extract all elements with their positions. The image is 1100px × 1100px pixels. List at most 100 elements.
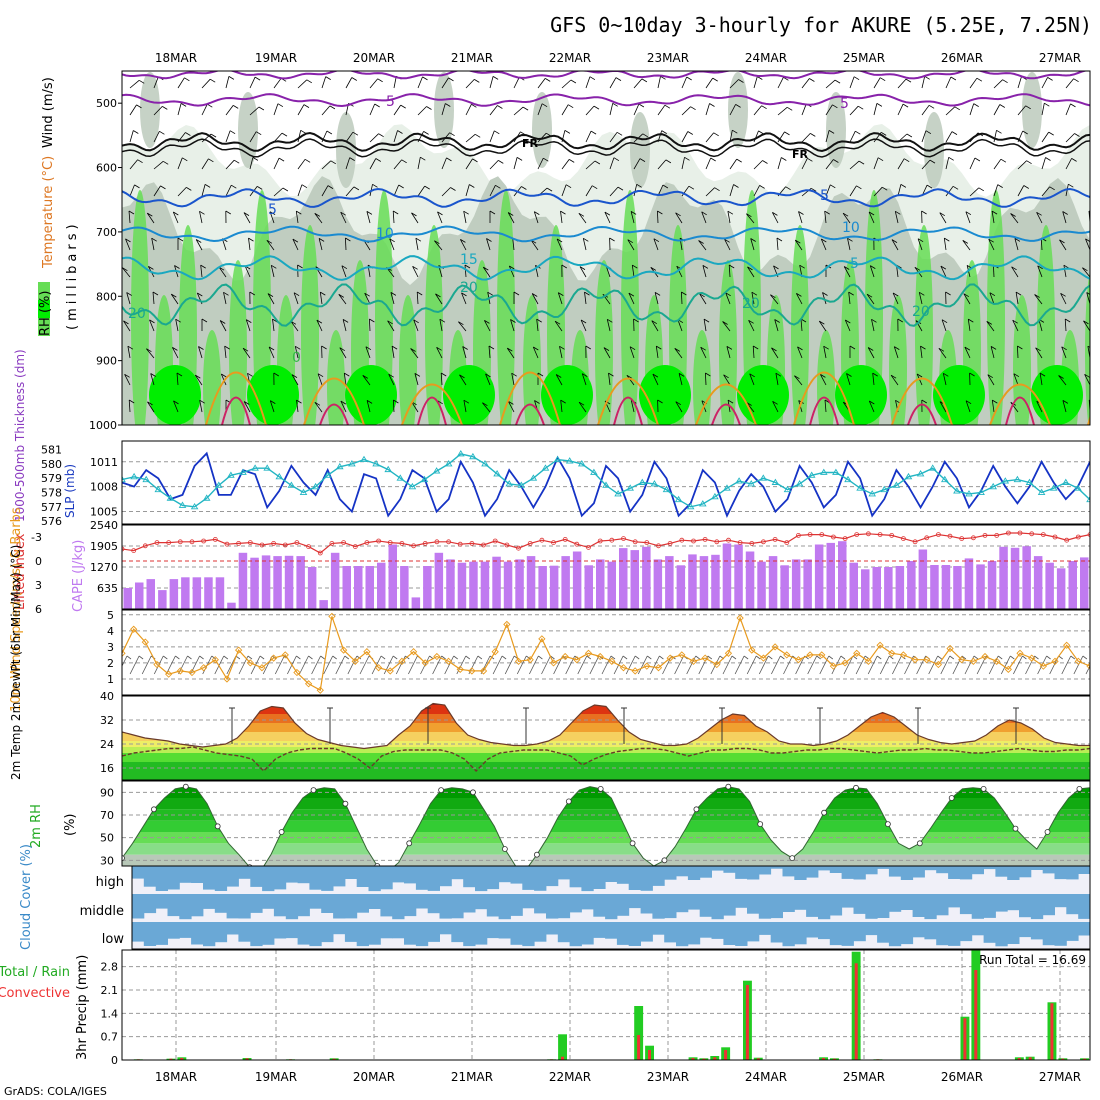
lifted-index-point [784, 540, 790, 545]
wind10m-barb-flag [1070, 655, 1076, 660]
wind10m-point [713, 660, 721, 669]
cloud-cell [498, 894, 511, 920]
wind-barb [1041, 103, 1045, 116]
thickness-point [844, 475, 852, 483]
wind-barb [753, 105, 762, 116]
wind-barb [560, 400, 563, 413]
wind10m-point [479, 667, 488, 675]
wind-barb [633, 158, 641, 170]
thickness-point [953, 487, 961, 494]
wind10m-barb-flag [743, 655, 749, 660]
wind10m-barb [601, 655, 612, 675]
cloud-cell [1054, 866, 1067, 880]
wind10m-point [549, 659, 558, 667]
wind-barb-flag [464, 264, 471, 269]
wind-barb-flag [1013, 373, 1020, 378]
wind-barb-flag [762, 160, 768, 164]
lifted-index-point [329, 541, 335, 546]
rh-ytick: 70 [100, 809, 114, 822]
wind-barb-flag [291, 374, 298, 378]
wind-barb [365, 346, 371, 359]
wind-barb-flag [229, 130, 236, 135]
wind-barb [1036, 212, 1043, 224]
wind-barb [366, 400, 371, 413]
wind-barb-flag [1044, 102, 1050, 107]
wind-barb-flag [148, 266, 154, 270]
thickness-point [178, 501, 187, 508]
dewpoint-line [122, 746, 1090, 772]
thickness-point [1025, 478, 1034, 485]
wind10m-barb-flag [586, 655, 592, 660]
wind-barb [364, 293, 371, 305]
lifted-index-point [189, 539, 195, 545]
wind-barb [561, 159, 570, 170]
wind-barb [321, 105, 331, 116]
cape-bar [768, 556, 778, 609]
wind-barb-flag [180, 103, 187, 107]
wind-barb-flag [243, 401, 250, 405]
temp-ytick: 24 [100, 738, 114, 751]
precip-conv-bar [713, 1057, 717, 1060]
upper-contour-label: 0 [292, 350, 301, 366]
isotherm-25 [401, 383, 463, 425]
lifted-index-point [387, 540, 393, 545]
wind-barb [945, 131, 953, 143]
cloud-cell [475, 922, 488, 945]
wind-barb [921, 130, 927, 143]
wind-barb [273, 157, 280, 170]
wind-barb [126, 292, 131, 305]
wind10m-barb-flag [247, 655, 253, 660]
wind-barb-flag [197, 292, 203, 297]
wind-barb-flag [339, 347, 346, 352]
cloud-cell [995, 894, 1008, 912]
rh-ytick: 90 [100, 786, 114, 799]
upper-contour-label: 10 [842, 220, 860, 236]
wind-barb [270, 265, 275, 278]
wind10m-barb-flag [889, 655, 894, 660]
wind-barb-flag [723, 374, 729, 379]
wind-barb-flag [345, 237, 351, 242]
wind-barb [943, 238, 947, 251]
rh-tower [1013, 295, 1031, 425]
cape-bar [284, 555, 294, 609]
date-label: 19MAR [255, 51, 297, 65]
cloud-cell [214, 894, 228, 913]
cloud-cell [640, 894, 653, 914]
cape-bar [492, 556, 501, 609]
wind-barb [128, 210, 131, 224]
wind-barb-flag [797, 346, 803, 351]
wind-barb [796, 293, 803, 305]
wind-barb-flag [940, 265, 947, 270]
wind-barb-flag [1087, 345, 1090, 348]
wind-barb-flag [537, 372, 544, 377]
lifted-index-point [1087, 532, 1090, 537]
wind10m-point [456, 665, 464, 673]
cloud-cell [1042, 894, 1055, 916]
wind-barb-flag [225, 210, 232, 215]
cloud-cell [368, 922, 381, 945]
rh-core [247, 365, 299, 425]
wind-barb-flag [926, 184, 933, 189]
wind-barb-flag [783, 76, 789, 81]
cloud-cell [877, 866, 890, 869]
cape-ytick: 1905 [90, 540, 118, 553]
wind-barb [345, 186, 355, 197]
cloud-cell [344, 922, 358, 942]
wind-barb [823, 346, 827, 359]
cape-bar [1056, 568, 1066, 609]
cloud-cell [427, 866, 440, 891]
cape-bar [480, 561, 490, 609]
precip-conv-bar [854, 963, 858, 1060]
wind10m-barb-flag [538, 655, 543, 660]
wind-barb-flag [853, 76, 860, 81]
wind-barb-flag [747, 266, 753, 271]
upper-contour-label: 10 [376, 226, 394, 242]
wind-barb [969, 187, 980, 197]
wind-barb [849, 105, 859, 116]
wind-barb [969, 77, 978, 89]
wind-barb-flag [252, 157, 259, 161]
cape-ytick: 2540 [90, 519, 118, 532]
wind-barb-flag [472, 158, 478, 163]
cape-bar [941, 565, 951, 609]
wind-barb-flag [700, 346, 706, 351]
